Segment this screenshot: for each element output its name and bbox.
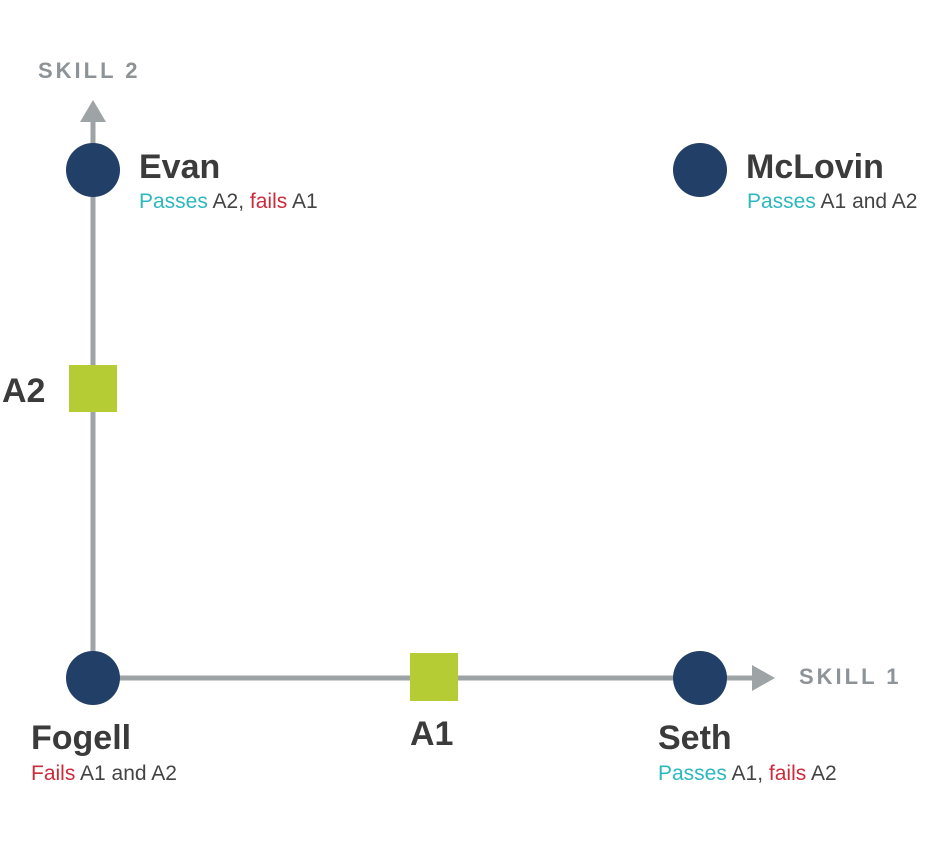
evan-status-neutral-segment: A1: [287, 190, 317, 213]
fogell-status: Fails A1 and A2: [31, 762, 177, 785]
seth-status: Passes A1, fails A2: [658, 762, 837, 785]
a2-label: A2: [2, 372, 45, 410]
seth-status-fail-segment: fails: [769, 762, 806, 785]
evan-dot: [66, 143, 120, 197]
seth-status-neutral-segment: A2: [806, 762, 836, 785]
evan-status-fail-segment: fails: [250, 190, 287, 213]
a2-marker: [69, 365, 117, 412]
evan-name: Evan: [139, 148, 220, 186]
mclovin-status: Passes A1 and A2: [747, 190, 917, 213]
seth-dot: [673, 651, 727, 705]
mclovin-status-pass-segment: Passes: [747, 190, 816, 213]
y-axis-label: SKILL 2: [38, 58, 141, 83]
fogell-status-fail-segment: Fails: [31, 762, 75, 785]
mclovin-name: McLovin: [746, 148, 884, 186]
seth-status-neutral-segment: A1,: [727, 762, 769, 785]
a1-label: A1: [410, 715, 453, 753]
seth-name: Seth: [658, 719, 732, 757]
fogell-name: Fogell: [31, 719, 131, 757]
y-axis-arrowhead: [80, 100, 106, 122]
a1-marker: [410, 653, 458, 701]
evan-status-pass-segment: Passes: [139, 190, 208, 213]
fogell-status-neutral-segment: A1 and A2: [75, 762, 177, 785]
fogell-dot: [66, 651, 120, 705]
mclovin-status-neutral-segment: A1 and A2: [816, 190, 918, 213]
mclovin-dot: [673, 143, 727, 197]
seth-status-pass-segment: Passes: [658, 762, 727, 785]
evan-status-neutral-segment: A2,: [208, 190, 250, 213]
x-axis-arrowhead: [752, 665, 775, 691]
x-axis-label: SKILL 1: [799, 664, 902, 689]
evan-status: Passes A2, fails A1: [139, 190, 318, 213]
